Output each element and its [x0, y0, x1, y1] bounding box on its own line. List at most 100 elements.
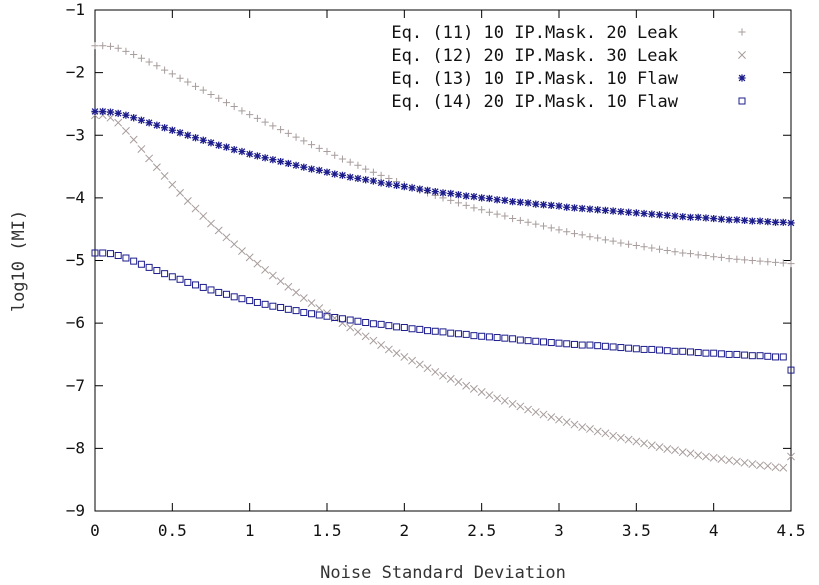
data-point	[733, 216, 741, 224]
data-point	[408, 356, 417, 365]
data-point	[478, 332, 486, 340]
data-point	[717, 455, 726, 463]
data-point	[176, 129, 184, 137]
data-point	[663, 211, 671, 220]
data-point	[176, 188, 185, 197]
data-point	[161, 66, 169, 74]
data-point	[570, 229, 579, 238]
data-point	[547, 413, 556, 422]
data-point	[137, 116, 145, 124]
data-point	[284, 129, 292, 137]
data-point	[686, 213, 695, 221]
data-point	[207, 90, 215, 99]
data-point	[253, 152, 261, 160]
data-point	[331, 151, 339, 159]
data-point	[207, 219, 215, 228]
data-point	[686, 250, 695, 258]
data-point	[702, 214, 710, 222]
data-point	[679, 347, 687, 355]
data-point	[400, 183, 408, 191]
data-point	[655, 245, 664, 253]
data-point	[276, 277, 285, 286]
data-point	[393, 323, 401, 331]
data-point	[609, 237, 617, 245]
data-point	[570, 340, 578, 348]
x-tick-label: 1.5	[313, 521, 342, 540]
x-tick-label: 0.5	[158, 521, 187, 540]
data-point	[694, 349, 702, 357]
data-point	[168, 273, 176, 281]
data-point	[748, 217, 756, 225]
data-point	[137, 54, 145, 62]
data-point	[362, 318, 370, 326]
data-point	[246, 110, 254, 119]
data-point	[145, 154, 154, 163]
data-point	[578, 341, 586, 349]
data-point	[570, 204, 579, 212]
data-point	[145, 263, 153, 271]
data-point	[485, 333, 493, 341]
data-point	[114, 44, 122, 52]
data-point	[299, 294, 308, 303]
data-point	[300, 137, 308, 145]
data-point	[130, 257, 138, 265]
x-tick-label: 2	[400, 521, 410, 540]
data-point	[416, 185, 424, 193]
data-point	[408, 184, 416, 192]
data-point	[710, 214, 718, 223]
data-point	[741, 351, 749, 359]
data-point	[137, 260, 145, 268]
data-point	[663, 445, 672, 453]
data-point	[385, 322, 393, 330]
data-point	[756, 257, 764, 265]
data-point	[779, 353, 787, 361]
data-point	[686, 449, 695, 458]
data-point	[601, 429, 610, 438]
data-point	[764, 258, 772, 266]
data-point	[238, 147, 246, 156]
data-point	[710, 349, 718, 357]
y-tick-label: −1	[66, 0, 85, 19]
data-point	[362, 165, 370, 173]
data-point	[779, 259, 787, 267]
data-point	[702, 349, 710, 357]
y-tick-label: −6	[66, 313, 85, 332]
data-point	[609, 207, 617, 215]
data-point	[238, 107, 246, 115]
data-point	[114, 109, 122, 117]
data-point	[725, 456, 734, 465]
data-point	[771, 258, 780, 266]
data-point	[648, 244, 656, 252]
data-point	[593, 427, 602, 436]
data-point	[741, 256, 749, 264]
data-point	[145, 58, 153, 66]
data-point	[462, 330, 470, 338]
data-point	[300, 163, 308, 171]
data-point	[447, 189, 455, 198]
data-point	[632, 437, 641, 446]
data-point	[114, 118, 123, 127]
data-point	[663, 347, 671, 355]
data-point	[106, 250, 114, 258]
data-point	[346, 323, 355, 332]
data-point	[717, 350, 725, 358]
data-point	[524, 218, 532, 226]
data-point	[230, 146, 238, 154]
data-point	[516, 402, 525, 411]
data-point	[431, 188, 439, 196]
data-point	[632, 209, 640, 217]
y-tick-labels: −1 −2 −3 −4 −5 −6 −7 −8 −9	[66, 0, 85, 520]
x-tick-label: 4	[709, 521, 719, 540]
data-point	[679, 213, 687, 221]
data-point	[446, 374, 455, 383]
data-point	[601, 206, 609, 214]
data-point	[99, 42, 107, 50]
data-point	[207, 139, 215, 147]
data-point	[207, 286, 215, 294]
data-point	[192, 281, 200, 289]
data-point	[539, 222, 548, 230]
y-tick-label: −9	[66, 501, 85, 520]
legend-label: Eq. (11) 10 IP.Mask. 20 Leak	[391, 23, 678, 43]
data-point	[470, 204, 478, 212]
y-tick-label: −5	[66, 251, 85, 270]
